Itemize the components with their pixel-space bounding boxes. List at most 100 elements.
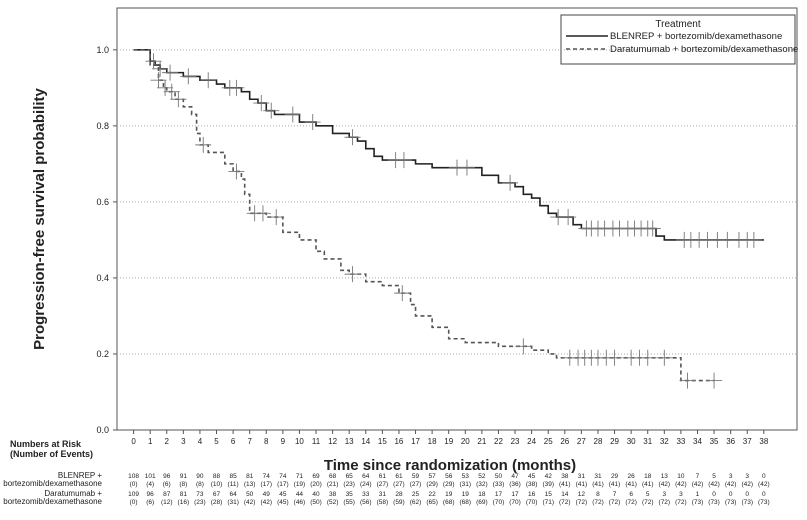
events: (42) (659, 481, 671, 488)
y-tick-label: 1.0 (96, 45, 109, 55)
censor-mark (162, 64, 179, 81)
events: (72) (559, 499, 571, 506)
risk-title: Numbers at Risk (10, 439, 82, 449)
at-risk: 17 (511, 491, 519, 498)
events: (8) (179, 481, 187, 488)
at-risk: 40 (312, 491, 320, 498)
at-risk: 35 (346, 491, 354, 498)
events: (42) (260, 499, 272, 506)
events: (72) (576, 499, 588, 506)
at-risk: 3 (663, 491, 667, 498)
y-tick-label: 0.2 (96, 349, 109, 359)
censor-mark (515, 338, 532, 355)
at-risk: 28 (395, 491, 403, 498)
at-risk: 50 (495, 473, 503, 480)
events: (36) (509, 481, 521, 488)
legend-box (560, 14, 796, 65)
events: (0) (130, 481, 138, 488)
censor-mark (745, 231, 762, 248)
events: (24) (360, 481, 372, 488)
at-risk: 87 (163, 491, 171, 498)
events: (41) (592, 481, 604, 488)
x-tick-label: 29 (610, 437, 619, 446)
events: (27) (393, 481, 405, 488)
x-tick-label: 18 (428, 437, 437, 446)
events: (52) (327, 499, 339, 506)
at-risk: 3 (745, 473, 749, 480)
at-risk: 3 (729, 473, 733, 480)
events: (0) (130, 499, 138, 506)
at-risk: 96 (147, 491, 155, 498)
x-tick-label: 22 (494, 437, 503, 446)
events: (39) (542, 481, 554, 488)
x-tick-label: 9 (281, 437, 286, 446)
censor-mark (502, 174, 519, 191)
events: (19) (294, 481, 306, 488)
x-axis-title: Time since randomization (months) (324, 457, 576, 474)
events: (21) (327, 481, 339, 488)
at-risk: 61 (379, 473, 387, 480)
events: (42) (741, 481, 753, 488)
at-risk: 14 (561, 491, 569, 498)
legend-title: Treatment (655, 19, 700, 30)
at-risk: 5 (646, 491, 650, 498)
at-risk: 88 (213, 473, 221, 480)
x-tick-label: 32 (660, 437, 669, 446)
events: (73) (708, 499, 720, 506)
at-risk: 81 (246, 473, 254, 480)
events: (56) (360, 499, 372, 506)
events: (73) (758, 499, 770, 506)
at-risk: 85 (229, 473, 237, 480)
x-tick-label: 10 (295, 437, 304, 446)
censor-mark (170, 91, 187, 108)
x-tick-label: 37 (743, 437, 752, 446)
events: (31) (460, 481, 472, 488)
y-axis-title: Progression-free survival probability (31, 87, 48, 349)
at-risk: 19 (445, 491, 453, 498)
events: (41) (625, 481, 637, 488)
x-tick-label: 26 (560, 437, 569, 446)
x-tick-label: 25 (544, 437, 553, 446)
x-tick-label: 0 (131, 437, 136, 446)
events: (41) (576, 481, 588, 488)
x-tick-label: 19 (444, 437, 453, 446)
censor-mark (200, 72, 217, 89)
events: (59) (393, 499, 405, 506)
events: (16) (178, 499, 190, 506)
censor-mark (706, 372, 723, 389)
events: (13) (244, 481, 256, 488)
x-tick-label: 23 (511, 437, 520, 446)
censor-mark (195, 136, 212, 153)
events: (38) (526, 481, 538, 488)
censor-mark (344, 129, 361, 146)
events: (42) (675, 481, 687, 488)
at-risk: 45 (279, 491, 287, 498)
censor-mark (180, 68, 197, 85)
at-risk: 49 (263, 491, 271, 498)
events: (12) (161, 499, 173, 506)
at-risk: 26 (628, 473, 636, 480)
events: (32) (476, 481, 488, 488)
at-risk: 81 (180, 491, 188, 498)
at-risk: 3 (679, 491, 683, 498)
plot-frame (116, 7, 798, 431)
at-risk: 73 (196, 491, 204, 498)
events: (29) (443, 481, 455, 488)
censor-mark (157, 79, 174, 96)
events: (70) (493, 499, 505, 506)
x-tick-label: 35 (710, 437, 719, 446)
censor-mark (644, 220, 661, 237)
x-tick-label: 24 (527, 437, 536, 446)
censor-mark (253, 95, 270, 112)
x-tick-label: 2 (165, 437, 170, 446)
at-risk: 74 (263, 473, 271, 480)
x-tick-label: 16 (394, 437, 403, 446)
events: (70) (509, 499, 521, 506)
legend-label: BLENREP + bortezomib/dexamethasone (610, 31, 782, 42)
events: (46) (294, 499, 306, 506)
x-tick-label: 33 (676, 437, 685, 446)
at-risk: 13 (661, 473, 669, 480)
events: (41) (559, 481, 571, 488)
x-tick-label: 15 (378, 437, 387, 446)
